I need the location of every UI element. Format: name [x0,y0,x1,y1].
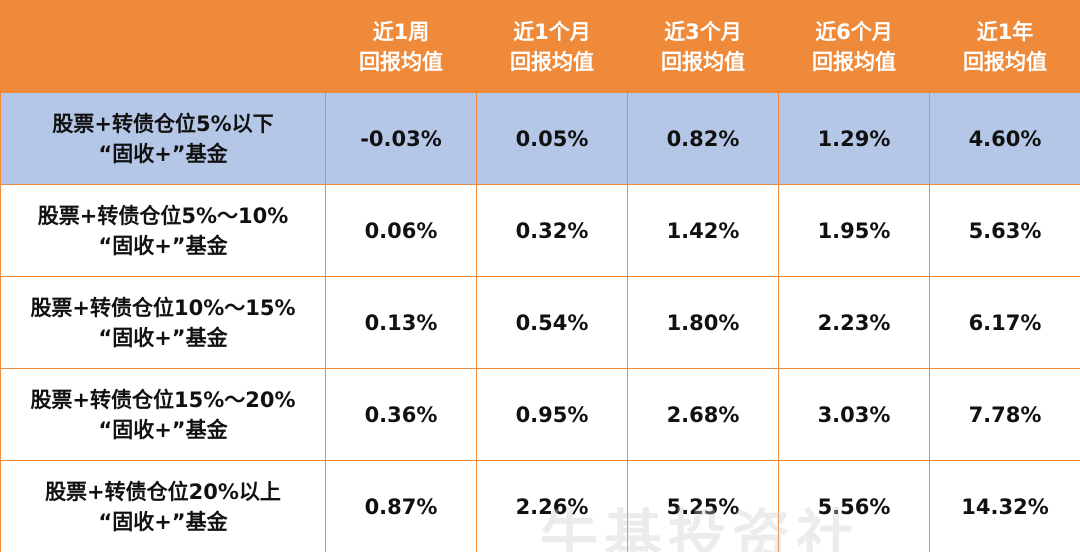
value-cell: 1.29% [778,92,930,185]
header-cell: 近1个月回报均值 [476,0,628,93]
header-text: 近1年 [976,19,1034,44]
row-label-cell: 股票+转债仓位15%～20% “固收+”基金 [0,368,326,461]
value-cell: 0.95% [476,368,628,461]
value-text: 1.80% [666,310,740,335]
value-text: 4.60% [968,126,1042,151]
value-cell: 2.68% [627,368,779,461]
value-text: 5.63% [968,218,1042,243]
value-text: 0.05% [515,126,589,151]
value-text: 0.36% [364,402,438,427]
value-text: 3.03% [817,402,891,427]
value-cell: 0.13% [325,276,477,369]
value-cell: 3.03% [778,368,930,461]
value-text: 5.56% [817,494,891,519]
row-label: 股票+转债仓位10%～15% [30,295,296,320]
value-text: 2.23% [817,310,891,335]
value-cell: 14.32% [929,460,1080,552]
value-cell: -0.03% [325,92,477,185]
value-text: 6.17% [968,310,1042,335]
value-text: 0.06% [364,218,438,243]
row-label-cell: 股票+转债仓位20%以上 “固收+”基金 [0,460,326,552]
corner-cell [0,0,326,93]
value-cell: 0.06% [325,184,477,277]
row-label: “固收+”基金 [98,417,228,442]
row-label: 股票+转债仓位20%以上 [45,479,281,504]
header-text: 近1周 [372,19,430,44]
value-cell: 2.23% [778,276,930,369]
row-label-cell: 股票+转债仓位5%～10% “固收+”基金 [0,184,326,277]
value-cell: 6.17% [929,276,1080,369]
row-label: “固收+”基金 [98,141,228,166]
value-text: 5.25% [666,494,740,519]
header-text: 回报均值 [661,49,745,74]
value-text: 14.32% [961,494,1049,519]
header-text: 回报均值 [510,49,594,74]
header-text: 近6个月 [815,19,893,44]
watermark: 牛基投资社 [540,503,861,552]
value-cell: 0.05% [476,92,628,185]
value-text: 1.29% [817,126,891,151]
value-text: 0.87% [364,494,438,519]
value-text: 2.26% [515,494,589,519]
row-label: “固收+”基金 [98,233,228,258]
row-label: “固收+”基金 [98,325,228,350]
row-label: 股票+转债仓位15%～20% [30,387,296,412]
value-text: 0.32% [515,218,589,243]
row-label: 股票+转债仓位5%以下 [52,111,274,136]
value-cell: 5.63% [929,184,1080,277]
value-cell: 0.87% [325,460,477,552]
value-text: 0.82% [666,126,740,151]
header-text: 回报均值 [963,49,1047,74]
value-text: 1.42% [666,218,740,243]
value-cell: 1.80% [627,276,779,369]
value-text: 0.13% [364,310,438,335]
value-cell: 0.54% [476,276,628,369]
row-label: 股票+转债仓位5%～10% [37,203,289,228]
value-cell: 7.78% [929,368,1080,461]
header-text: 近3个月 [664,19,742,44]
value-text: 0.54% [515,310,589,335]
value-cell: 1.42% [627,184,779,277]
header-cell: 近1年回报均值 [929,0,1080,93]
value-text: 1.95% [817,218,891,243]
header-cell: 近6个月回报均值 [778,0,930,93]
value-cell: 1.95% [778,184,930,277]
header-cell: 近1周回报均值 [325,0,477,93]
value-text: 2.68% [666,402,740,427]
value-cell: 4.60% [929,92,1080,185]
header-text: 近1个月 [513,19,591,44]
value-text: 7.78% [968,402,1042,427]
row-label-cell: 股票+转债仓位5%以下 “固收+”基金 [0,92,326,185]
value-text: 0.95% [515,402,589,427]
value-text: -0.03% [360,126,442,151]
value-cell: 0.32% [476,184,628,277]
header-text: 回报均值 [812,49,896,74]
value-cell: 0.82% [627,92,779,185]
row-label: “固收+”基金 [98,509,228,534]
row-label-cell: 股票+转债仓位10%～15% “固收+”基金 [0,276,326,369]
header-text: 回报均值 [359,49,443,74]
value-cell: 2.26% [476,460,628,552]
value-cell: 0.36% [325,368,477,461]
header-cell: 近3个月回报均值 [627,0,779,93]
